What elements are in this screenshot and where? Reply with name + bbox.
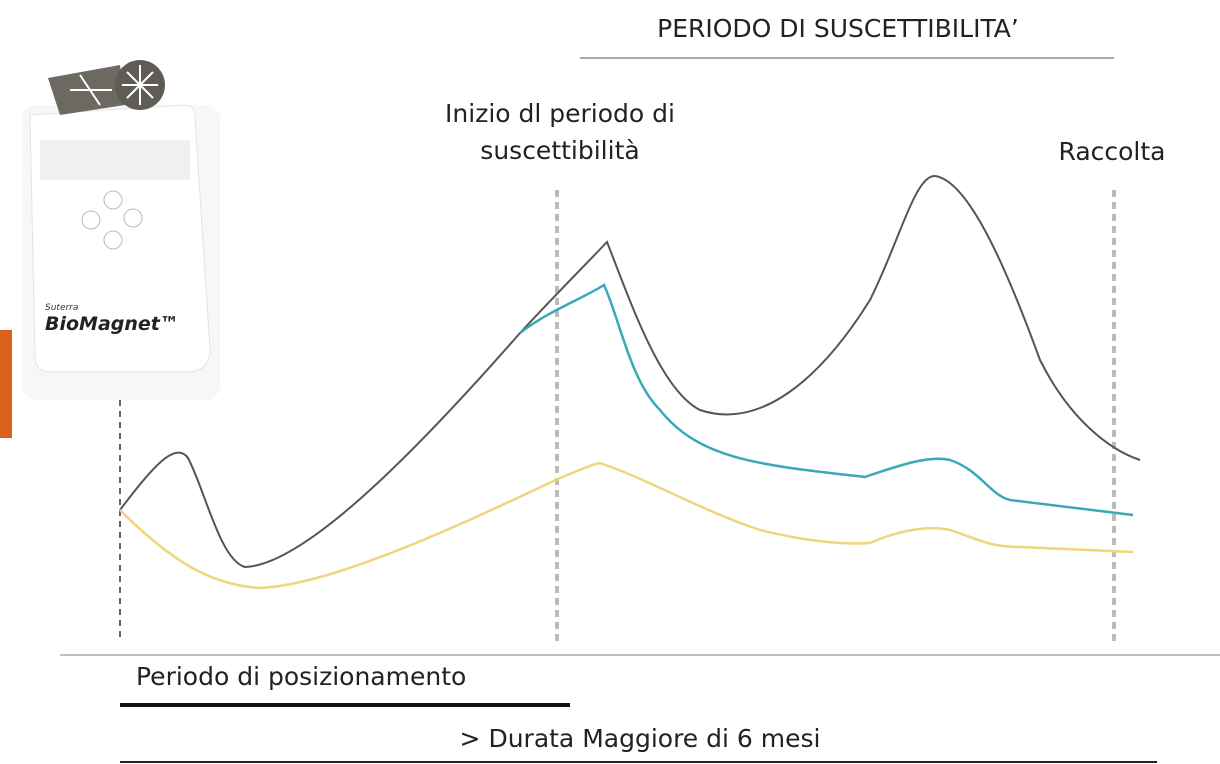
curve-yellow [120, 463, 1133, 588]
product-image: Suterra BioMagnet™ [22, 60, 220, 400]
trap-band [40, 140, 190, 180]
hole [104, 231, 122, 249]
hole [124, 209, 142, 227]
product-name: BioMagnet™ [45, 313, 179, 335]
marker-label: Inizio dl periodo di [445, 99, 675, 128]
placement-label: Periodo di posizionamento [136, 662, 466, 691]
curve-teal [520, 285, 1133, 515]
accent-bar [0, 330, 12, 438]
brand: Suterra [45, 303, 78, 313]
duration-label: > Durata Maggiore di 6 mesi [460, 724, 821, 753]
hole [104, 191, 122, 209]
marker-label: Raccolta [1059, 137, 1166, 166]
curve-black [120, 176, 1140, 567]
hole [82, 211, 100, 229]
diagram: Suterra BioMagnet™ PERIODO DI SUSCETTIBI… [0, 0, 1220, 764]
marker-label: suscettibilità [480, 136, 639, 165]
title: PERIODO DI SUSCETTIBILITA’ [657, 14, 1019, 43]
